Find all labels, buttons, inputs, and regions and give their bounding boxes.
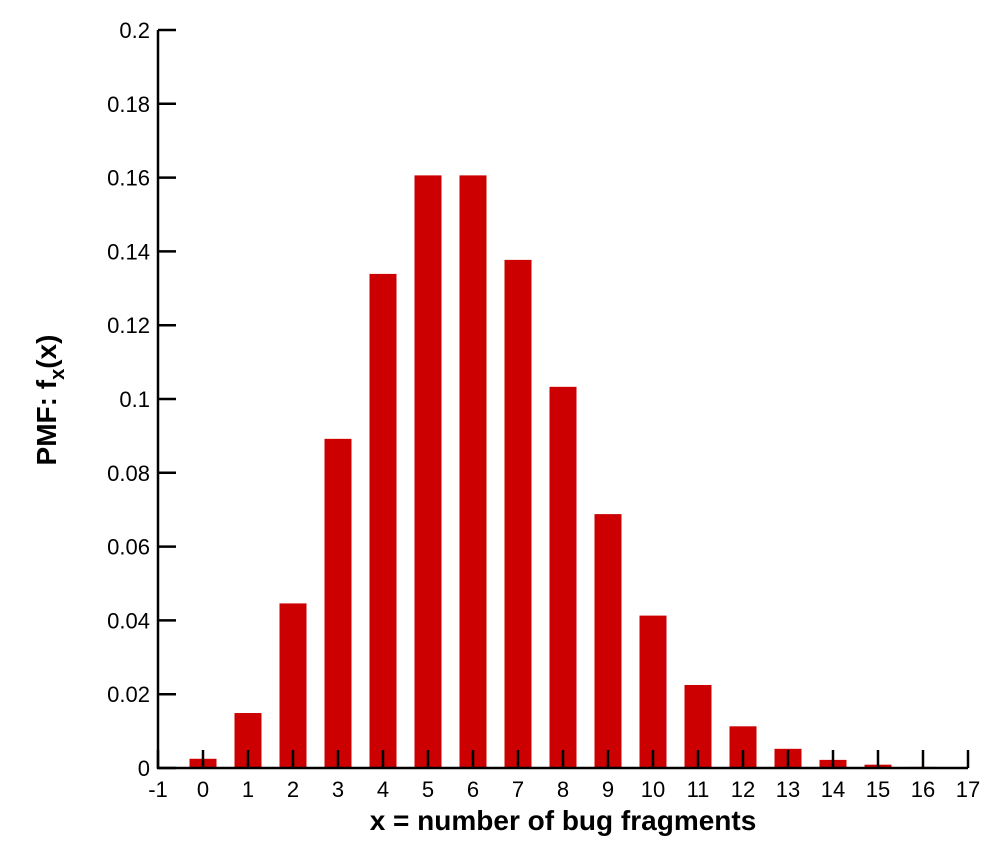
x-tick-label: 2 <box>287 777 299 802</box>
y-tick-label: 0.16 <box>107 166 150 191</box>
x-tick-label: 6 <box>467 777 479 802</box>
x-tick-label: 14 <box>821 777 845 802</box>
y-label-part: PMF: f <box>31 379 62 465</box>
x-tick-label: 17 <box>956 777 980 802</box>
x-tick-label: 15 <box>866 777 890 802</box>
bar <box>369 273 397 768</box>
x-tick-label: 13 <box>776 777 800 802</box>
y-tick-label: 0.1 <box>119 387 150 412</box>
x-tick-label: 9 <box>602 777 614 802</box>
bar <box>504 259 532 768</box>
y-label-part: (x) <box>31 335 62 369</box>
y-tick-label: 0.08 <box>107 461 150 486</box>
y-tick-label: 0.2 <box>119 18 150 43</box>
x-tick-label: 5 <box>422 777 434 802</box>
x-axis-label: x = number of bug fragments <box>370 805 757 836</box>
y-tick-label: 0.02 <box>107 682 150 707</box>
x-tick-label: 3 <box>332 777 344 802</box>
x-tick-label: 8 <box>557 777 569 802</box>
x-tick-label: 0 <box>197 777 209 802</box>
bar <box>639 615 667 768</box>
y-axis-label: PMF: fx(x) <box>31 335 69 466</box>
x-tick-label: 7 <box>512 777 524 802</box>
x-tick-label: 4 <box>377 777 389 802</box>
x-tick-label: -1 <box>148 777 168 802</box>
bar <box>594 514 622 768</box>
bar <box>279 603 307 768</box>
y-tick-label: 0.14 <box>107 239 150 264</box>
y-tick-label: 0 <box>138 756 150 781</box>
y-tick-label: 0.12 <box>107 313 150 338</box>
x-tick-label: 12 <box>731 777 755 802</box>
bar <box>324 438 352 768</box>
bar <box>549 386 577 768</box>
x-tick-label: 1 <box>242 777 254 802</box>
bar <box>459 175 487 769</box>
y-tick-label: 0.18 <box>107 92 150 117</box>
x-tick-label: 10 <box>641 777 665 802</box>
y-tick-label: 0.04 <box>107 608 150 633</box>
x-tick-label: 11 <box>687 777 710 802</box>
y-label-subscript: x <box>47 369 69 380</box>
bar <box>414 175 442 769</box>
x-tick-label: 16 <box>911 777 935 802</box>
y-tick-label: 0.06 <box>107 535 150 560</box>
